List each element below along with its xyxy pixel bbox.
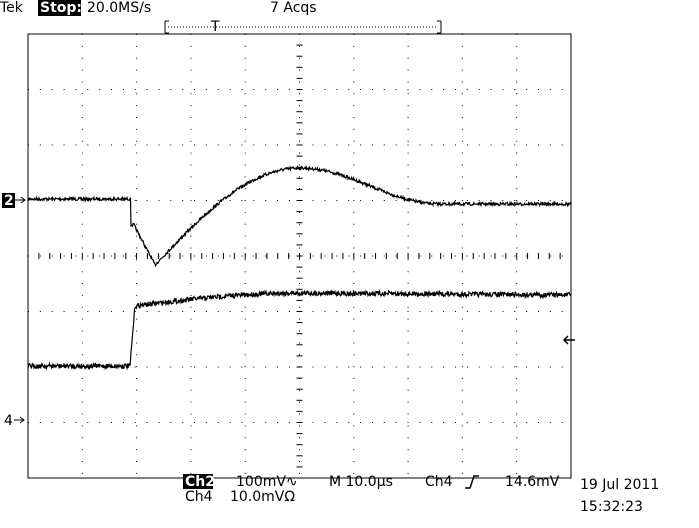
brand: Tek [0,0,24,16]
ch4-arrow [14,416,25,424]
record-bracket [164,20,442,34]
trigger-level-marker [562,335,575,345]
trigger-source: Ch4 [425,474,453,490]
ch4-marker: 4 [4,413,13,429]
ch2-marker-box [2,193,15,208]
timebase: M 10.0µs [329,474,393,490]
sample-rate: 20.0MS/s [87,0,151,16]
trigger-position: T [210,19,220,35]
ch4-label: Ch4 [185,489,213,505]
status-box [38,0,81,16]
ch2-scale: 100mV∿ [236,474,298,490]
graticule [27,33,571,478]
trigger-level: 14.6mV [505,474,560,490]
ch2-trace [27,164,572,268]
trigger-slope [465,475,479,489]
graticule-border [27,33,572,479]
time: 15:32:23 [580,499,643,515]
ch2-marker: 2 [4,193,14,209]
ch2-label: Ch2 [185,474,215,490]
date: 19 Jul 2011 [580,477,659,493]
ch2-arrow [15,196,26,204]
ch4-scale: 10.0mVΩ [230,489,295,505]
status: Stop: [40,0,82,16]
ch4-trace [27,288,572,371]
acquisitions: 7 Acqs [270,0,317,16]
ch2-label-box [183,474,213,489]
